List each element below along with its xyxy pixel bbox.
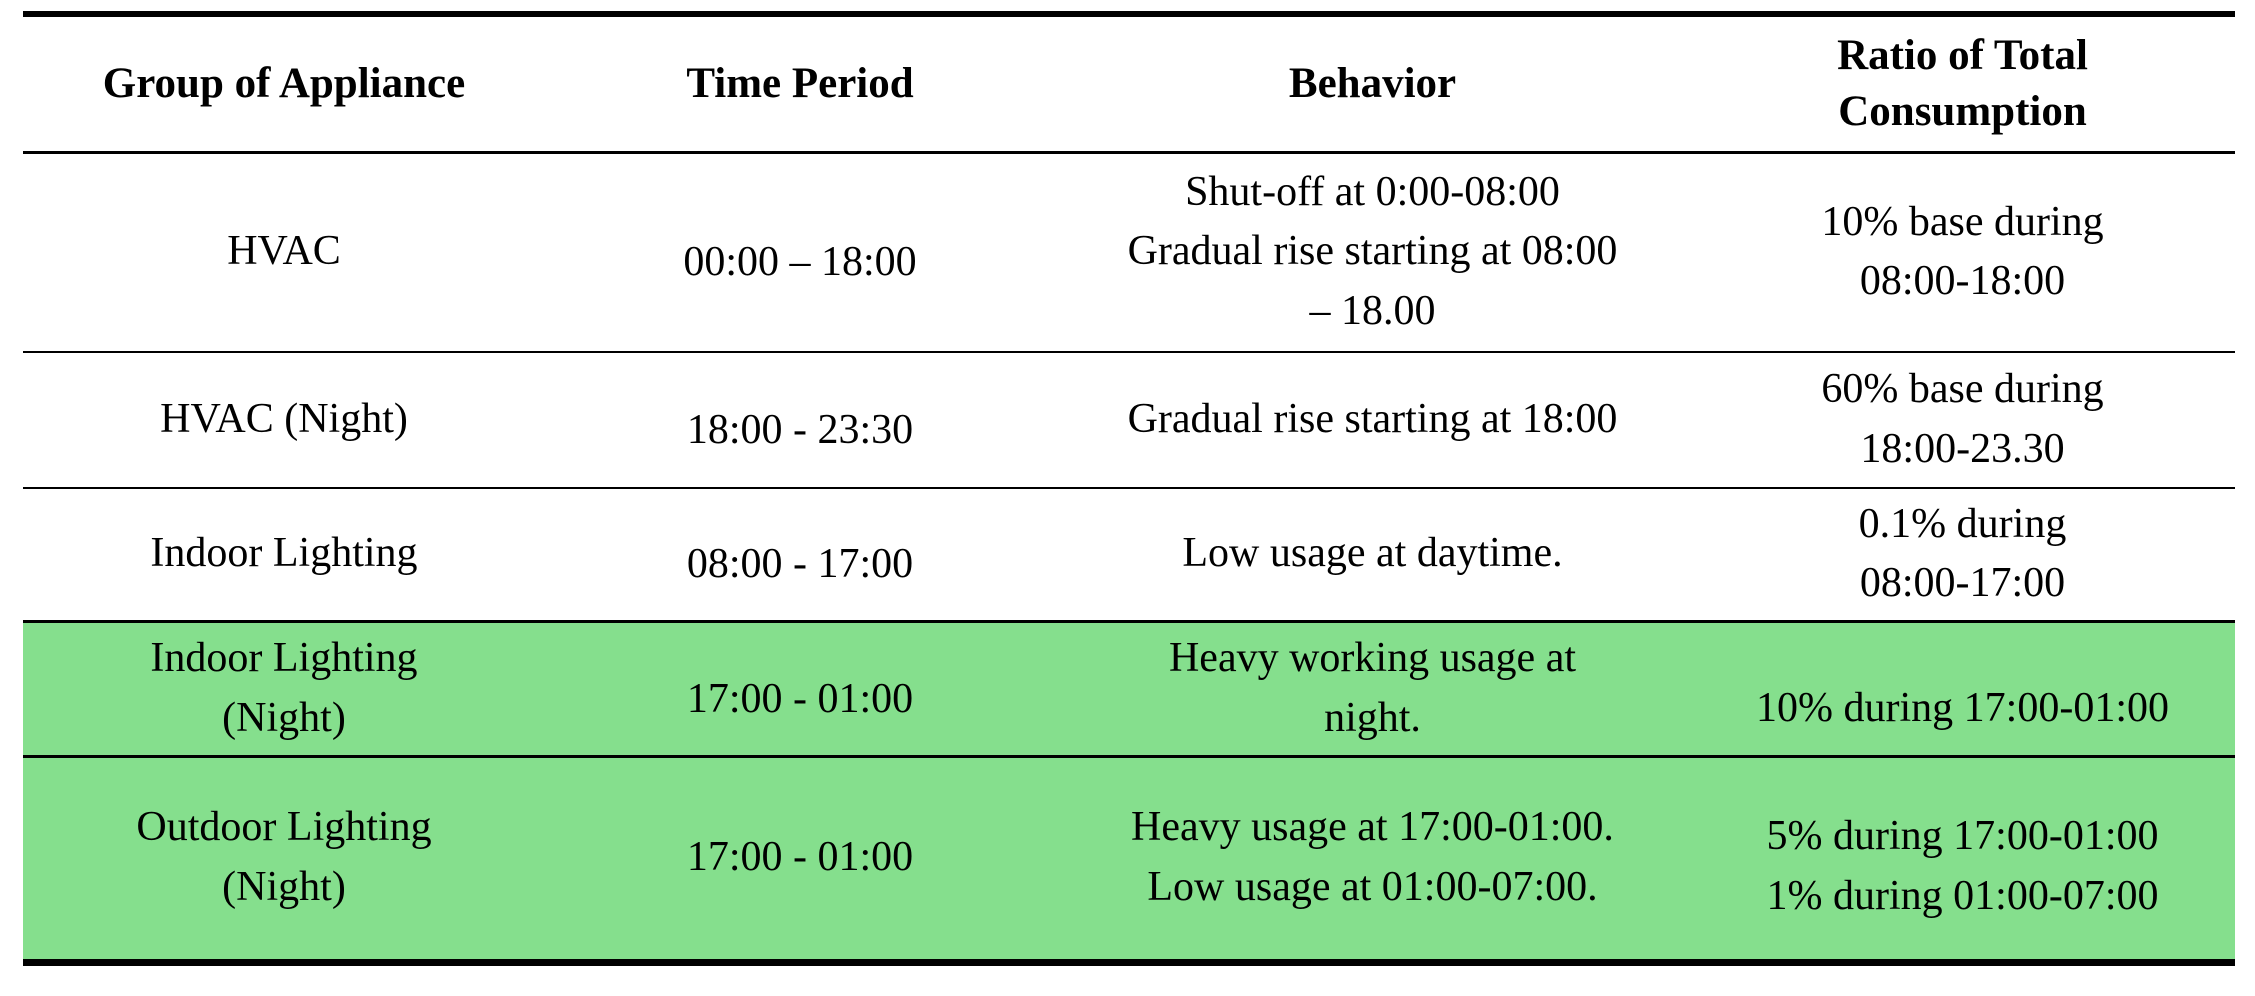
column-header-group-of-appliance: Group of Appliance bbox=[102, 59, 466, 107]
time-period-cell: 17:00 - 01:00 bbox=[686, 675, 914, 722]
group-cell: Outdoor Lighting (Night) bbox=[136, 804, 432, 910]
table-row-indoor-lighting-night: Indoor Lighting (Night) 17:00 - 01:00 He… bbox=[23, 621, 2235, 756]
ratio-cell: 5% during 17:00-01:00 1% during 01:00-07… bbox=[1766, 813, 2159, 919]
ratio-cell: 10% during 17:00-01:00 bbox=[1756, 684, 2169, 731]
table-row-outdoor-lighting-night: Outdoor Lighting (Night) 17:00 - 01:00 H… bbox=[23, 756, 2235, 962]
group-cell: Indoor Lighting bbox=[150, 530, 418, 577]
table-row-indoor-lighting: Indoor Lighting 08:00 - 17:00 Low usage … bbox=[23, 488, 2235, 621]
behavior-cell: Heavy usage at 17:00-01:00. Low usage at… bbox=[1131, 804, 1614, 910]
table-row-hvac: HVAC 00:00 – 18:00 Shut-off at 0:00-08:0… bbox=[23, 152, 2235, 352]
ratio-cell: 60% base during 18:00-23.30 bbox=[1821, 366, 2104, 472]
ratio-cell: 10% base during 08:00-18:00 bbox=[1821, 198, 2104, 305]
time-period-cell: 08:00 - 17:00 bbox=[686, 541, 914, 588]
behavior-cell: Low usage at daytime. bbox=[1182, 530, 1563, 577]
table-header-row: Group of Appliance Time Period Behavior … bbox=[23, 14, 2235, 152]
time-period-cell: 18:00 - 23:30 bbox=[686, 407, 914, 454]
behavior-cell: Shut-off at 0:00-08:00 Gradual rise star… bbox=[1127, 168, 1618, 335]
group-cell: HVAC (Night) bbox=[160, 396, 408, 443]
appliance-consumption-table: Group of Appliance Time Period Behavior … bbox=[23, 11, 2235, 966]
column-header-time-period: Time Period bbox=[686, 59, 914, 107]
group-cell: HVAC bbox=[227, 228, 341, 275]
ratio-cell: 0.1% during 08:00-17:00 bbox=[1858, 500, 2067, 607]
group-cell: Indoor Lighting (Night) bbox=[150, 634, 418, 741]
behavior-cell: Heavy working usage at night. bbox=[1168, 634, 1577, 741]
column-header-ratio-of-total-consumption: Ratio of Total Consumption bbox=[1837, 31, 2088, 135]
time-period-cell: 17:00 - 01:00 bbox=[686, 834, 914, 881]
behavior-cell: Gradual rise starting at 18:00 bbox=[1127, 396, 1618, 443]
table-row-hvac-night: HVAC (Night) 18:00 - 23:30 Gradual rise … bbox=[23, 352, 2235, 488]
time-period-cell: 00:00 – 18:00 bbox=[683, 239, 917, 286]
column-header-behavior: Behavior bbox=[1288, 59, 1457, 107]
